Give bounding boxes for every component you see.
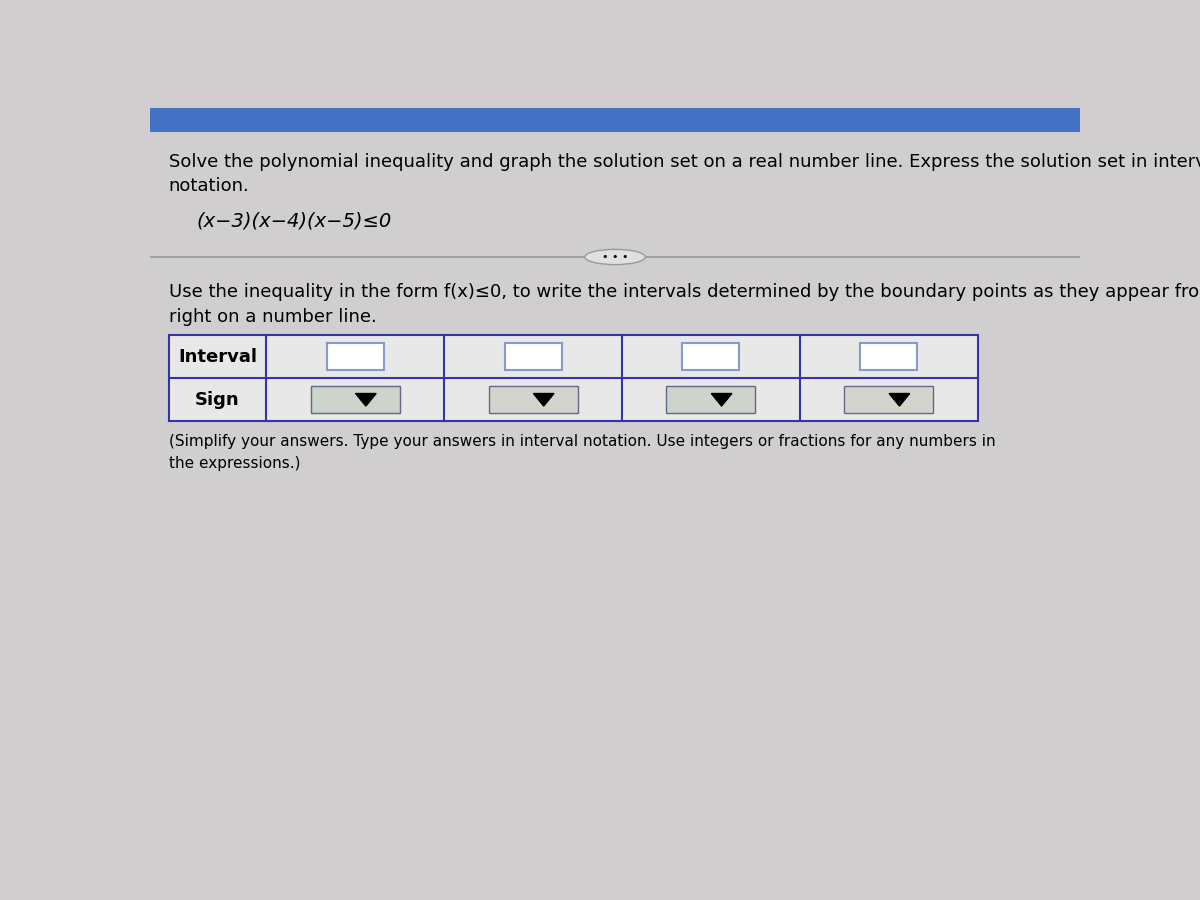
Text: Solve the polynomial inequality and graph the solution set on a real number line: Solve the polynomial inequality and grap… bbox=[168, 153, 1200, 171]
Text: the expressions.): the expressions.) bbox=[168, 456, 300, 471]
Text: Sign: Sign bbox=[196, 391, 240, 409]
Polygon shape bbox=[534, 393, 554, 406]
FancyBboxPatch shape bbox=[845, 386, 934, 413]
Ellipse shape bbox=[584, 249, 646, 265]
Text: Use the inequality in the form f(x)≤0, to write the intervals determined by the : Use the inequality in the form f(x)≤0, t… bbox=[168, 283, 1200, 301]
Text: right on a number line.: right on a number line. bbox=[168, 308, 377, 326]
FancyBboxPatch shape bbox=[488, 386, 577, 413]
Polygon shape bbox=[889, 393, 910, 406]
Text: (Simplify your answers. Type your answers in interval notation. Use integers or : (Simplify your answers. Type your answer… bbox=[168, 434, 995, 449]
FancyBboxPatch shape bbox=[666, 386, 755, 413]
FancyBboxPatch shape bbox=[168, 336, 978, 421]
FancyBboxPatch shape bbox=[860, 344, 917, 370]
FancyBboxPatch shape bbox=[326, 344, 384, 370]
Polygon shape bbox=[355, 393, 376, 406]
FancyBboxPatch shape bbox=[683, 344, 739, 370]
FancyBboxPatch shape bbox=[504, 344, 562, 370]
FancyBboxPatch shape bbox=[311, 386, 400, 413]
FancyBboxPatch shape bbox=[150, 108, 1080, 132]
Text: Interval: Interval bbox=[178, 347, 257, 365]
Polygon shape bbox=[712, 393, 732, 406]
Text: notation.: notation. bbox=[168, 177, 250, 195]
Text: (x−3)(x−4)(x−5)≤0: (x−3)(x−4)(x−5)≤0 bbox=[197, 212, 391, 231]
Text: • • •: • • • bbox=[601, 252, 629, 262]
